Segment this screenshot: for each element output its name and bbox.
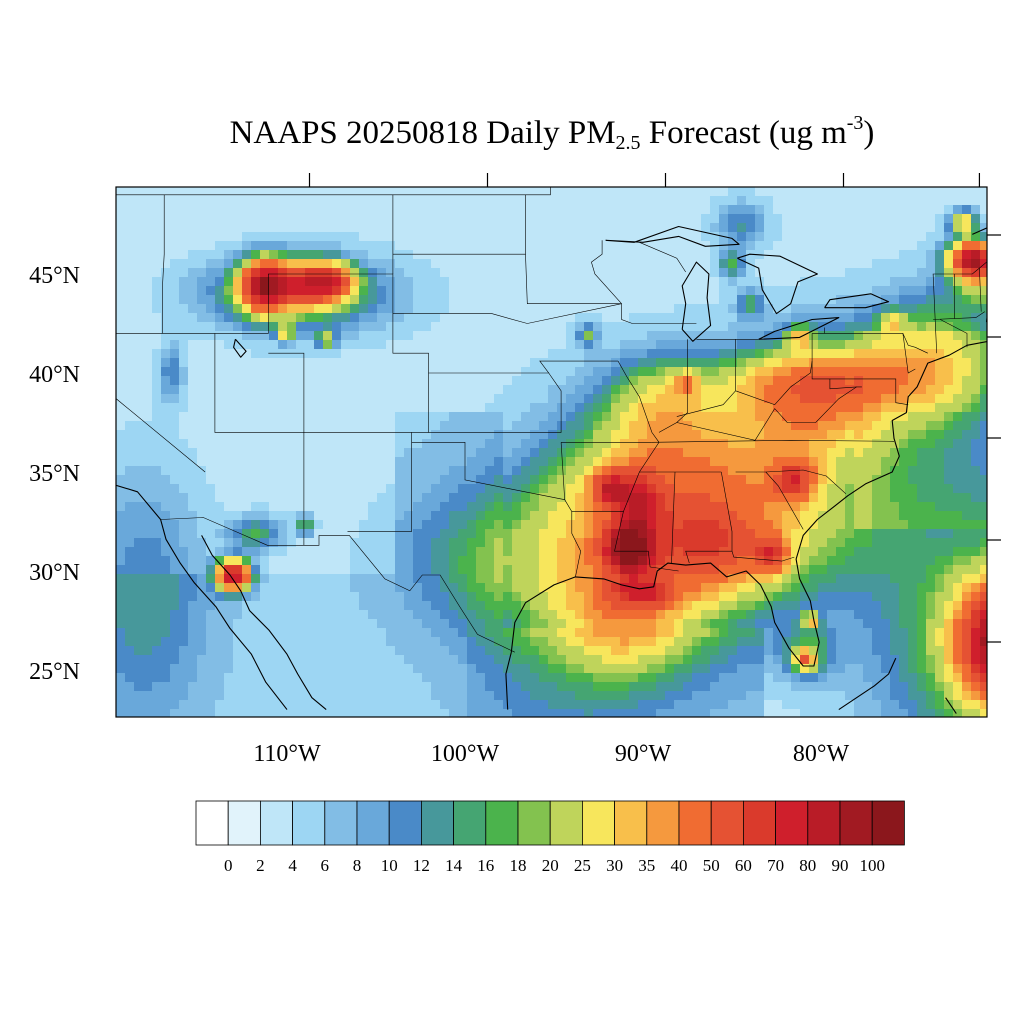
colorbar-label: 70 bbox=[767, 856, 784, 875]
map-title: NAAPS 20250818 Daily PM2.5 Forecast (ug … bbox=[229, 112, 875, 154]
colorbar-label: 4 bbox=[288, 856, 297, 875]
colorbar-label: 60 bbox=[735, 856, 752, 875]
colorbar-swatch bbox=[420, 800, 454, 846]
lat-label: 40°N bbox=[29, 362, 80, 388]
concentration-field bbox=[116, 187, 987, 717]
colorbar-swatch bbox=[388, 800, 422, 846]
colorbar-label: 90 bbox=[832, 856, 849, 875]
axis-labels: 45°N 40°N 35°N 30°N 25°N 110°W 100°W 90°W 80°W bbox=[29, 263, 849, 767]
colorbar-label: 80 bbox=[799, 856, 816, 875]
colorbar-swatch bbox=[743, 800, 777, 846]
colorbar-label: 12 bbox=[413, 856, 430, 875]
lon-label: 100°W bbox=[431, 741, 500, 767]
colorbar-swatch bbox=[710, 800, 744, 846]
colorbar-swatch bbox=[259, 800, 293, 846]
state-borders-layer bbox=[116, 187, 987, 653]
coastline-layer bbox=[116, 225, 987, 714]
colorbar-swatch bbox=[871, 800, 905, 846]
colorbar-swatch bbox=[292, 800, 326, 846]
colorbar-label: 25 bbox=[574, 856, 591, 875]
colorbar-label: 2 bbox=[256, 856, 265, 875]
colorbar-label: 6 bbox=[321, 856, 330, 875]
colorbar-swatch bbox=[678, 800, 712, 846]
colorbar-label: 35 bbox=[638, 856, 655, 875]
colorbar-swatch bbox=[807, 800, 841, 846]
colorbar-label: 30 bbox=[606, 856, 623, 875]
colorbar-swatch bbox=[485, 800, 519, 846]
colorbar-swatch bbox=[614, 800, 648, 846]
colorbar-swatch bbox=[517, 800, 551, 846]
colorbar-label: 40 bbox=[671, 856, 688, 875]
colorbar-swatch bbox=[549, 800, 583, 846]
colorbar-swatch bbox=[646, 800, 680, 846]
colorbar-swatch bbox=[227, 800, 261, 846]
lat-label: 25°N bbox=[29, 659, 80, 685]
colorbar-swatch bbox=[453, 800, 487, 846]
colorbar-label: 0 bbox=[224, 856, 233, 875]
colorbar-label: 20 bbox=[542, 856, 559, 875]
colorbar-label: 50 bbox=[703, 856, 720, 875]
colorbar-swatch bbox=[582, 800, 616, 846]
colorbar-label: 100 bbox=[859, 856, 885, 875]
lat-label: 45°N bbox=[29, 263, 80, 289]
colorbar-swatch bbox=[775, 800, 809, 846]
lon-label: 80°W bbox=[793, 741, 850, 767]
lon-label: 110°W bbox=[253, 741, 321, 767]
plot-frame bbox=[115, 186, 988, 718]
colorbar-label: 18 bbox=[510, 856, 527, 875]
colorbar: 0 2 4 6 8 10 12 14 16 18 20 25 30 35 40 50 60 70 80 90 100 bbox=[195, 800, 905, 875]
lat-label: 30°N bbox=[29, 560, 80, 586]
colorbar-label: 8 bbox=[353, 856, 362, 875]
colorbar-swatch bbox=[356, 800, 390, 846]
lon-label: 90°W bbox=[615, 741, 672, 767]
lat-label: 35°N bbox=[29, 461, 80, 487]
colorbar-swatch bbox=[839, 800, 873, 846]
colorbar-label: 16 bbox=[477, 856, 494, 875]
colorbar-label: 10 bbox=[381, 856, 398, 875]
colorbar-swatch bbox=[324, 800, 358, 846]
colorbar-swatch bbox=[195, 800, 229, 846]
colorbar-label: 14 bbox=[445, 856, 463, 875]
axis-ticks bbox=[308, 173, 1001, 643]
